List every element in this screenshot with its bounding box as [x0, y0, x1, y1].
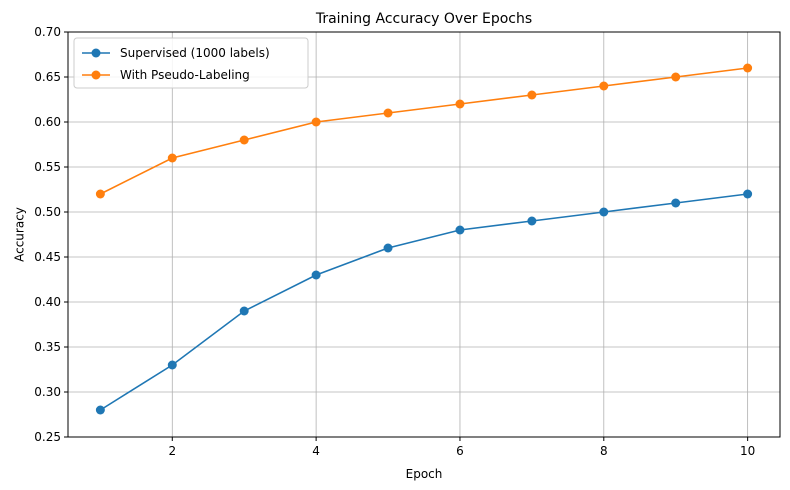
data-point [311, 270, 321, 280]
y-tick-label: 0.35 [34, 340, 61, 354]
legend-marker [91, 48, 101, 58]
y-tick-label: 0.30 [34, 385, 61, 399]
data-point [599, 207, 609, 217]
y-axis-title: Accuracy [13, 207, 27, 262]
plot-frame [67, 31, 781, 438]
y-tick-label: 0.25 [34, 430, 61, 444]
series-line [100, 67, 748, 195]
legend-item: With Pseudo-Labeling [82, 68, 250, 82]
data-point [743, 189, 753, 199]
data-point [383, 108, 393, 118]
grid [68, 31, 780, 438]
y-axis: 0.25 0.30 0.35 0.40 0.45 0.50 0.55 0.60 0.65 0.70 [34, 25, 68, 444]
data-point [167, 360, 177, 370]
data-point [95, 405, 105, 415]
data-point [455, 225, 465, 235]
x-axis-title: Epoch [406, 467, 443, 481]
x-tick-label: 8 [600, 444, 608, 458]
series-line [99, 193, 748, 411]
data-point [239, 306, 249, 316]
legend: Supervised (1000 labels) With Pseudo-Labe… [73, 37, 309, 89]
y-tick-label: 0.40 [34, 295, 61, 309]
legend-marker [91, 70, 101, 80]
data-point [671, 72, 681, 82]
legend-label: With Pseudo-Labeling [120, 68, 250, 82]
y-tick-label: 0.70 [34, 25, 61, 39]
data-point [671, 198, 681, 208]
data-point [167, 153, 177, 163]
x-tick-label: 6 [456, 444, 464, 458]
series-layer [95, 63, 753, 415]
data-point [743, 63, 753, 73]
x-tick-label: 10 [740, 444, 755, 458]
x-tick-label: 2 [168, 444, 176, 458]
legend-label: Supervised (1000 labels) [120, 46, 270, 60]
data-point [311, 117, 321, 127]
chart-title: Training Accuracy Over Epochs [315, 11, 532, 27]
data-point [95, 189, 105, 199]
data-point [599, 81, 609, 91]
x-tick-label: 4 [312, 444, 320, 458]
data-point [527, 90, 537, 100]
data-point [383, 243, 393, 253]
series-1 [95, 189, 753, 415]
y-tick-label: 0.45 [34, 250, 61, 264]
data-point [455, 99, 465, 109]
legend-item: Supervised (1000 labels) [82, 46, 270, 60]
y-tick-label: 0.60 [34, 115, 61, 129]
x-axis: 2 4 6 8 10 [168, 437, 755, 458]
legend-box [73, 37, 309, 89]
series-2 [95, 63, 753, 199]
data-point [527, 216, 537, 226]
y-tick-label: 0.65 [34, 70, 61, 84]
y-tick-label: 0.50 [34, 205, 61, 219]
data-point [239, 135, 249, 145]
y-tick-label: 0.55 [34, 160, 61, 174]
